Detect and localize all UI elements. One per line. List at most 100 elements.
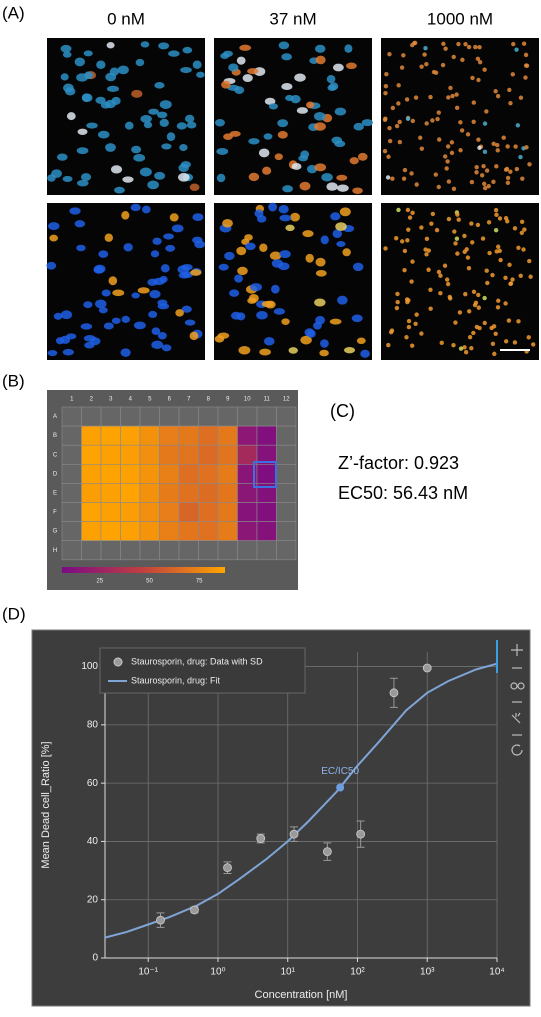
- cell: [137, 287, 150, 294]
- cell: [245, 242, 256, 251]
- cell: [302, 230, 314, 238]
- annotation: EC/IC50: [321, 766, 359, 777]
- cell: [130, 203, 141, 212]
- x-tick-label: 10⁻¹: [138, 967, 158, 978]
- cell: [496, 298, 501, 303]
- cell: [508, 169, 513, 174]
- icon: [511, 644, 523, 656]
- cell: [445, 144, 451, 149]
- well: [81, 502, 102, 522]
- column-label: 37 nM: [269, 9, 316, 28]
- empty-well: [276, 463, 297, 484]
- icon: [511, 744, 523, 756]
- cell: [394, 305, 400, 311]
- cell: [111, 96, 121, 105]
- cell: [143, 121, 153, 129]
- ec50-point: [336, 783, 345, 792]
- cell: [397, 119, 402, 125]
- cell: [406, 227, 411, 232]
- cell: [148, 108, 159, 115]
- cell: [83, 50, 93, 57]
- cell: [330, 212, 341, 221]
- well: [256, 521, 277, 541]
- cell: [426, 267, 431, 272]
- cell: [444, 166, 449, 171]
- cell: [460, 57, 465, 63]
- cell: [62, 175, 73, 182]
- cell: [51, 169, 62, 178]
- cell: [192, 213, 204, 221]
- well: [178, 521, 199, 541]
- cell: [505, 144, 510, 149]
- cell: [494, 164, 499, 169]
- well: [81, 444, 102, 465]
- cell: [278, 205, 289, 214]
- plate-column-label: 12: [283, 397, 290, 403]
- cell: [342, 248, 351, 257]
- cell: [428, 306, 433, 311]
- cell: [383, 90, 388, 96]
- cell: [336, 184, 349, 192]
- cell: [465, 255, 471, 260]
- well: [217, 521, 238, 541]
- cell: [335, 222, 347, 231]
- cell: [60, 335, 71, 344]
- icon: [510, 682, 518, 690]
- cell: [410, 210, 415, 216]
- cell: [523, 63, 529, 68]
- cell: [238, 346, 251, 355]
- cell: [484, 109, 489, 114]
- cell: [476, 305, 481, 310]
- cell: [161, 344, 172, 352]
- cell: [469, 346, 474, 351]
- cell: [387, 51, 392, 57]
- well: [139, 425, 160, 446]
- icon: [511, 712, 521, 724]
- well: [178, 502, 199, 522]
- cell: [180, 161, 192, 168]
- cell: [131, 145, 142, 154]
- cell: [216, 148, 229, 155]
- cell: [528, 274, 533, 279]
- cell: [471, 289, 477, 295]
- cell: [84, 341, 95, 349]
- cell: [168, 50, 180, 57]
- well: [81, 483, 102, 503]
- cell: [510, 277, 515, 282]
- cell: [277, 119, 289, 128]
- cell: [495, 142, 500, 148]
- empty-well: [159, 540, 180, 561]
- cell: [229, 289, 240, 297]
- cell: [466, 44, 472, 50]
- cell: [469, 221, 474, 226]
- cell: [216, 173, 226, 183]
- cell: [449, 140, 455, 145]
- cell: [482, 320, 487, 326]
- empty-well: [237, 540, 258, 561]
- cell: [386, 342, 391, 348]
- cell: [104, 233, 113, 242]
- cell: [135, 58, 145, 67]
- cell: [248, 138, 260, 145]
- cell: [277, 131, 288, 139]
- cell: [395, 299, 400, 305]
- cell: [250, 283, 263, 292]
- x-tick-label: 10⁴: [489, 967, 504, 978]
- cell: [117, 65, 129, 75]
- cell: [470, 240, 475, 245]
- cell: [490, 341, 496, 346]
- cell: [288, 347, 298, 354]
- cell: [455, 212, 460, 217]
- cell: [334, 107, 347, 116]
- cell: [236, 246, 247, 256]
- cell: [495, 148, 500, 153]
- plate-column-label: 3: [109, 397, 113, 403]
- cell: [268, 202, 278, 212]
- well: [217, 483, 238, 503]
- column-label: 1000 nM: [427, 9, 493, 28]
- cell: [337, 295, 348, 305]
- well: [120, 444, 141, 465]
- cell: [271, 259, 284, 268]
- empty-well: [217, 540, 238, 561]
